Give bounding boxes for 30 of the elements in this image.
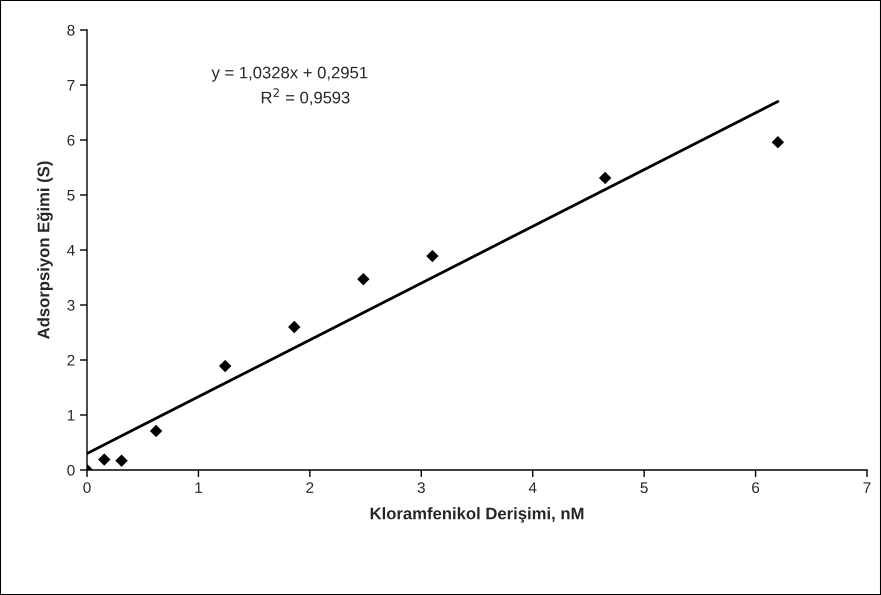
y-tick-label: 6 [67, 134, 75, 146]
x-tick-label: 3 [418, 482, 425, 494]
y-tick-label: 2 [67, 354, 74, 366]
x-tick-label: 6 [752, 482, 760, 494]
y-tick-label: 0 [67, 464, 75, 476]
point [598, 172, 612, 184]
x-axis-title: Kloramfenikol Derişimi, nM [370, 507, 584, 523]
x-tick-label: 1 [195, 482, 202, 493]
x-tick-label: 0 [83, 482, 91, 494]
x-tick-label: 2 [306, 482, 314, 493]
y-tick-label: 4 [67, 245, 75, 256]
y-tick-label: 3 [67, 300, 75, 311]
point [288, 320, 300, 334]
x-tick-label: 4 [528, 482, 537, 493]
point [150, 424, 162, 438]
annotation: R$^{2}$ = 0,9593 [262, 88, 350, 106]
y-axis-title: Adsorpsiyon Eğimi (S) [37, 161, 53, 339]
point [357, 272, 370, 286]
annotation: y = 1,0328x + 0,2951 [212, 66, 368, 82]
point [98, 453, 110, 466]
y-tick-label: 7 [67, 80, 74, 91]
point [772, 136, 784, 148]
point [426, 250, 439, 262]
x-tick-label: 7 [864, 482, 870, 493]
y-tick-label: 8 [67, 24, 75, 36]
point [115, 454, 128, 467]
point [218, 360, 232, 372]
y-tick-label: 1 [68, 410, 74, 421]
x-tick-label: 5 [640, 482, 648, 494]
y-tick-label: 5 [67, 190, 75, 201]
